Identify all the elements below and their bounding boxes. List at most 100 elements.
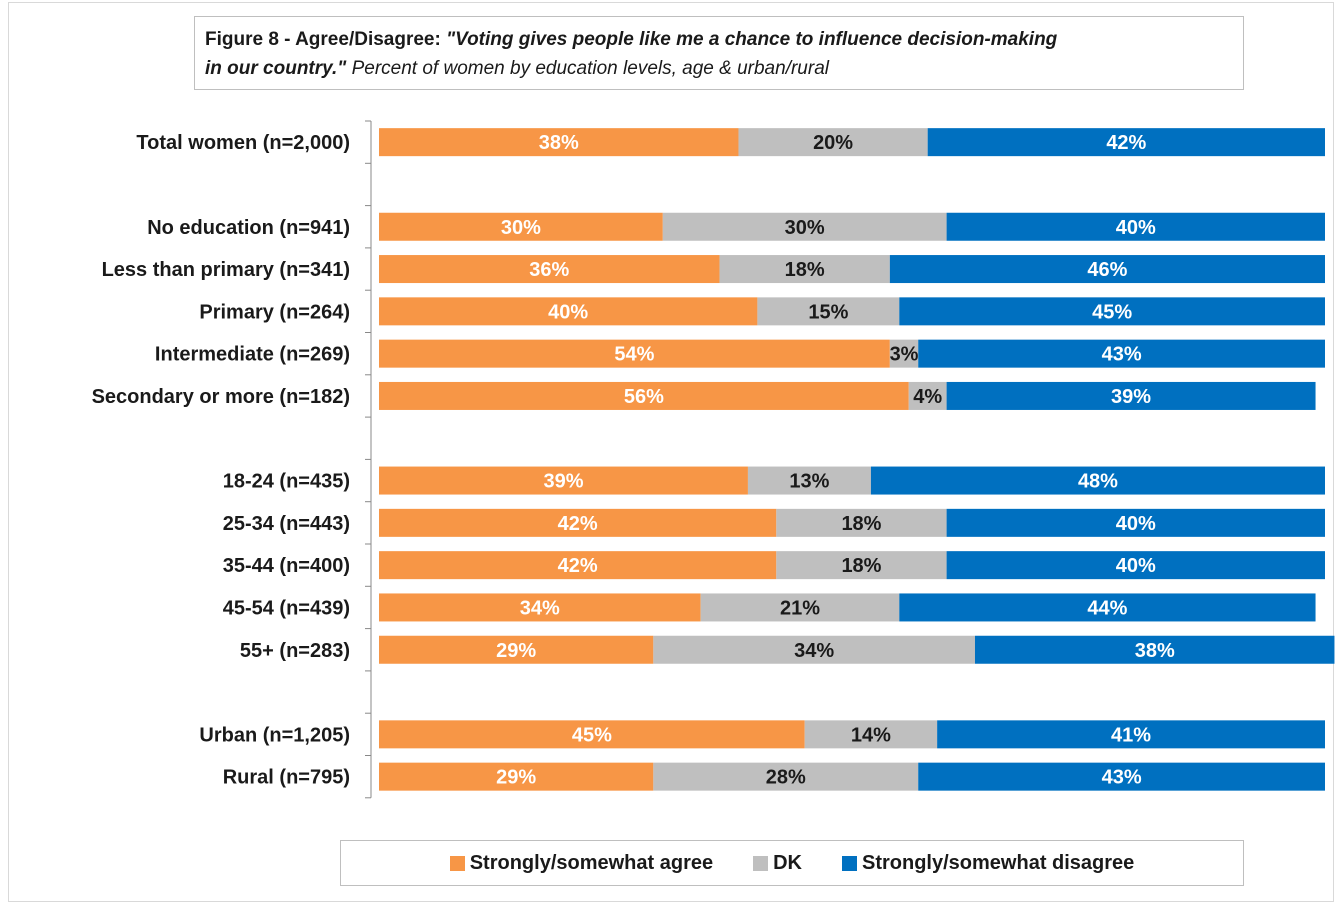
bar-segment-dk [776, 508, 947, 537]
chart-title-box: Figure 8 - Agree/Disagree: "Voting gives… [194, 16, 1244, 90]
data-label-dk: 14% [851, 724, 891, 746]
chart-subtitle: Percent of women by education levels, ag… [346, 58, 829, 79]
bar-segment-dk [908, 381, 947, 410]
bar-segment-agree [379, 635, 654, 664]
bar-segment-disagree [927, 128, 1325, 157]
data-label-dk: 13% [789, 471, 829, 493]
category-label: Urban (n=1,205) [199, 724, 350, 746]
chart-title-quote-line2: in our country." [205, 58, 347, 79]
bar-segment-disagree [946, 508, 1325, 537]
bar-segment-disagree [870, 466, 1325, 495]
data-label-dk: 4% [913, 386, 942, 408]
data-label-agree: 39% [543, 471, 583, 493]
legend-item-disagree: Strongly/somewhat disagree [842, 852, 1134, 875]
bar-segment-disagree [918, 339, 1325, 368]
data-label-agree: 42% [558, 555, 598, 577]
bar-segment-dk [804, 720, 938, 749]
data-label-disagree: 46% [1087, 259, 1127, 281]
chart-title-quote-line1: "Voting gives people like me a chance to… [446, 29, 1058, 50]
data-label-dk: 18% [841, 513, 881, 535]
bar-segment-agree [379, 297, 758, 326]
legend-item-agree: Strongly/somewhat agree [449, 851, 714, 875]
bar-segment-dk [700, 593, 900, 622]
bar-segment-dk [738, 128, 928, 157]
bar-segment-agree [379, 128, 739, 157]
data-label-agree: 40% [548, 301, 588, 323]
bar-segment-disagree [946, 551, 1325, 580]
data-label-dk: 34% [794, 640, 834, 662]
data-label-disagree: 40% [1116, 217, 1156, 239]
data-label-disagree: 39% [1111, 386, 1151, 408]
legend: Strongly/somewhat agree DK Strongly/some… [340, 840, 1244, 886]
category-label: 55+ (n=283) [240, 640, 350, 662]
bar-segment-agree [379, 339, 890, 368]
bar-segment-disagree [899, 593, 1316, 622]
data-label-agree: 30% [501, 217, 541, 239]
category-label: 35-44 (n=400) [223, 555, 350, 577]
bar-segment-agree [379, 381, 909, 410]
category-label: Secondary or more (n=182) [92, 386, 350, 408]
data-label-disagree: 38% [1135, 640, 1175, 662]
bar-segment-dk [757, 297, 900, 326]
data-label-disagree: 43% [1102, 767, 1142, 789]
data-label-disagree: 41% [1111, 724, 1151, 746]
data-label-agree: 34% [520, 597, 560, 619]
data-label-agree: 42% [558, 513, 598, 535]
bar-segment-agree [379, 466, 748, 495]
data-label-agree: 54% [614, 344, 654, 366]
category-label: 45-54 (n=439) [223, 597, 350, 619]
bar-segment-dk [776, 551, 947, 580]
category-label: No education (n=941) [147, 217, 350, 239]
legend-label-agree: Strongly/somewhat agree [469, 851, 714, 874]
data-label-dk: 18% [785, 259, 825, 281]
bar-segment-agree [379, 593, 701, 622]
data-label-disagree: 45% [1092, 301, 1132, 323]
bar-segment-agree [379, 255, 720, 284]
bar-segment-disagree [918, 762, 1325, 791]
legend-swatch-dk [753, 855, 769, 871]
bar-segment-dk [719, 255, 890, 284]
category-label: Total women (n=2,000) [136, 132, 350, 154]
data-label-dk: 15% [808, 301, 848, 323]
data-label-agree: 29% [496, 640, 536, 662]
bar-segment-agree [379, 212, 663, 241]
legend-swatch-agree [449, 855, 465, 871]
bar-segment-disagree [974, 635, 1335, 664]
data-label-agree: 29% [496, 767, 536, 789]
bar-segment-dk [747, 466, 871, 495]
data-label-dk: 28% [766, 767, 806, 789]
bar-segment-disagree [889, 255, 1325, 284]
data-label-dk: 20% [813, 132, 853, 154]
bar-segment-dk [653, 762, 919, 791]
bar-segment-dk [653, 635, 975, 664]
data-label-disagree: 42% [1106, 132, 1146, 154]
bar-segment-agree [379, 551, 777, 580]
bar-segment-disagree [937, 720, 1325, 749]
data-label-dk: 3% [890, 344, 919, 366]
category-label: Less than primary (n=341) [102, 259, 350, 281]
category-label: 25-34 (n=443) [223, 513, 350, 535]
data-label-dk: 30% [785, 217, 825, 239]
legend-swatch-disagree [842, 855, 857, 871]
legend-label-dk: DK [773, 851, 802, 874]
data-label-disagree: 48% [1078, 471, 1118, 493]
bar-segment-dk [662, 212, 947, 241]
data-label-disagree: 44% [1087, 597, 1127, 619]
legend-label-disagree: Strongly/somewhat disagree [862, 851, 1135, 874]
data-label-dk: 21% [780, 597, 820, 619]
bar-segment-agree [379, 508, 777, 537]
bar-segment-dk [889, 339, 919, 368]
bar-segment-disagree [899, 297, 1325, 326]
bar-segment-disagree [946, 212, 1325, 241]
data-label-dk: 18% [841, 555, 881, 577]
legend-item-dk: DK [753, 852, 802, 875]
data-label-disagree: 40% [1116, 555, 1156, 577]
data-label-agree: 45% [572, 724, 612, 746]
bar-segment-disagree [946, 381, 1316, 410]
data-label-disagree: 43% [1102, 344, 1142, 366]
category-label: Rural (n=795) [223, 767, 350, 789]
data-label-disagree: 40% [1116, 513, 1156, 535]
category-label: Primary (n=264) [199, 301, 350, 323]
category-label: Intermediate (n=269) [155, 344, 350, 366]
